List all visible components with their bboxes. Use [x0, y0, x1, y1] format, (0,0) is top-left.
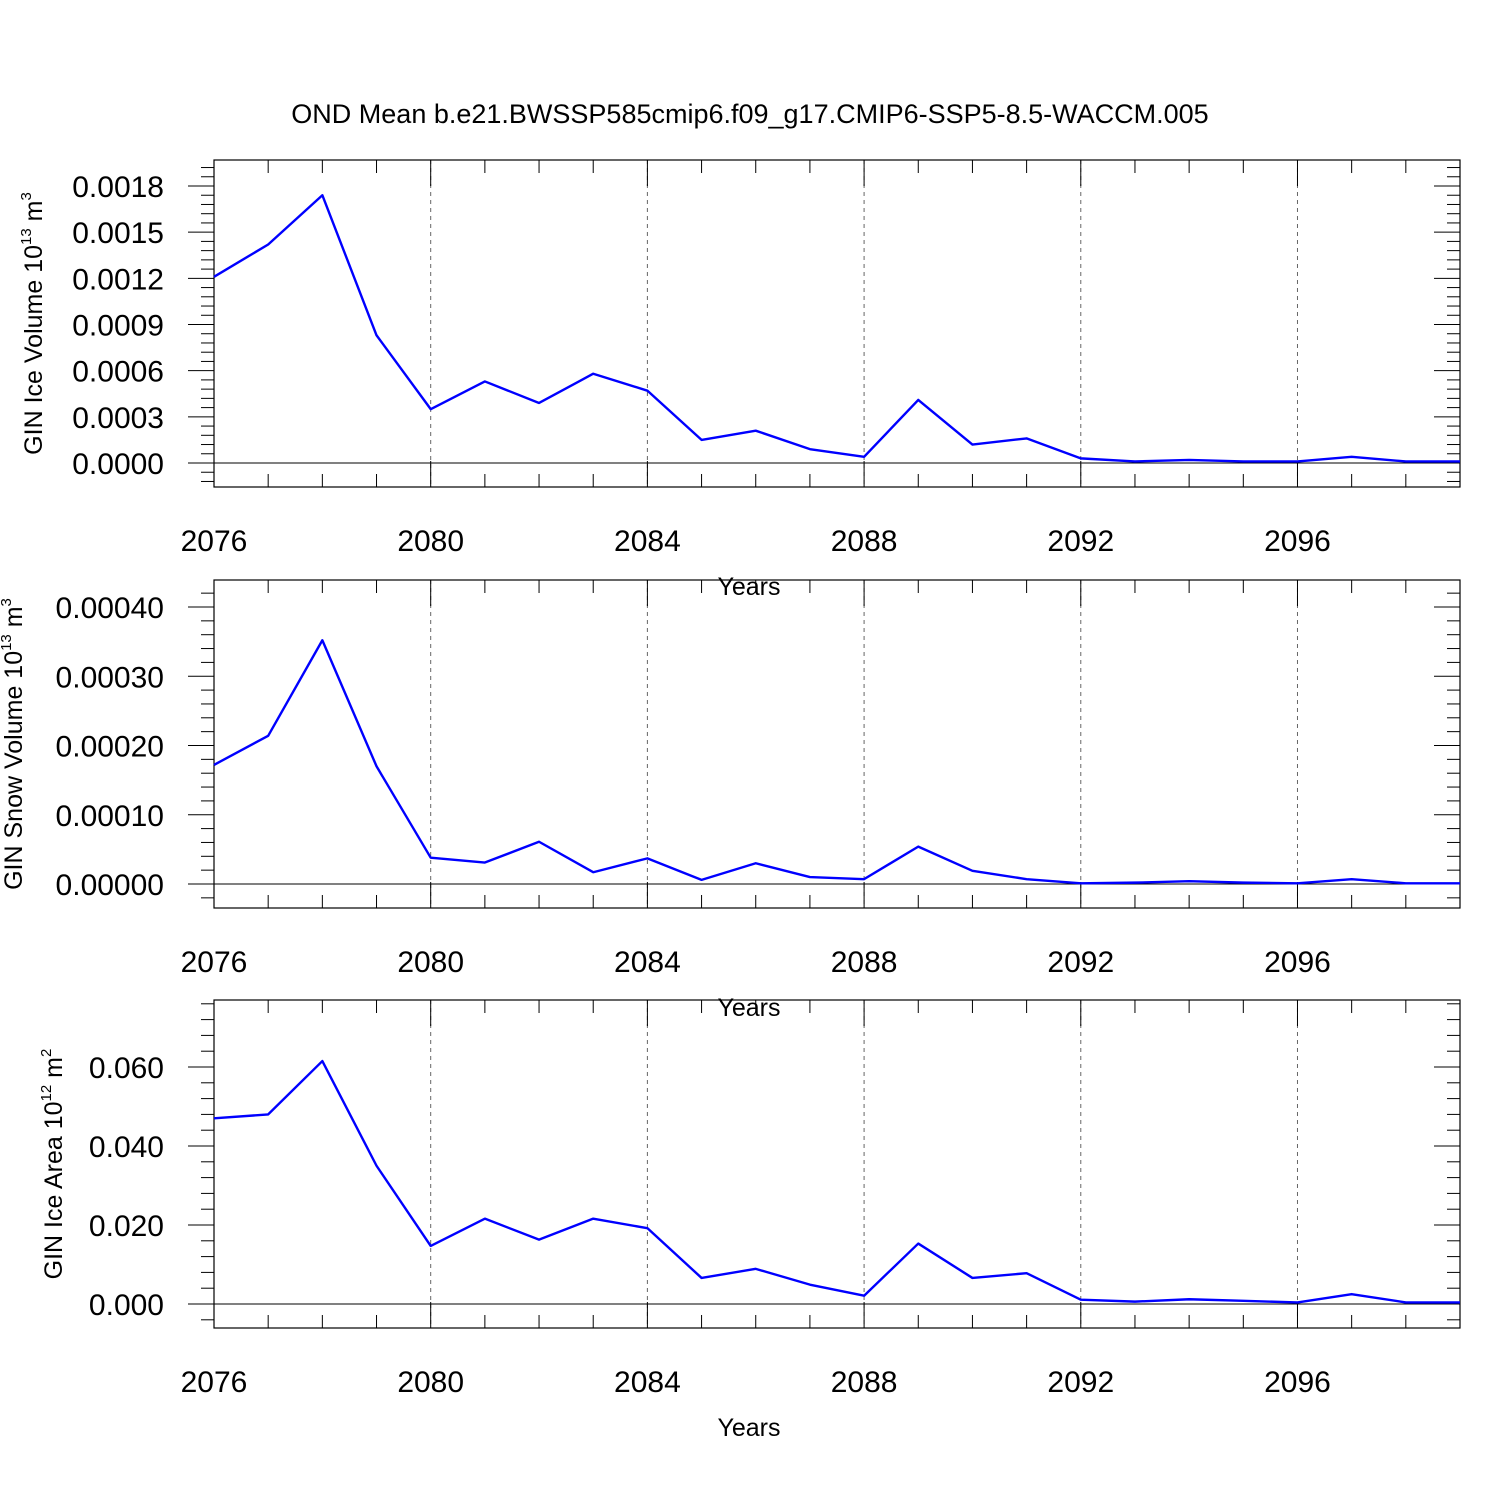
series-line — [213, 1059, 1460, 1304]
y-tick-label: 0.0006 — [72, 356, 164, 389]
x-tick-label: 2088 — [831, 1366, 898, 1399]
panel-3: 2076 2080 2084 2088 2092 2096 Years 0.000 0.020 0… — [38, 999, 1461, 1442]
chart-title: OND Mean b.e21.BWSSP585cmip6.f09_g17.CMI… — [291, 99, 1208, 129]
panel-2: 2076 2080 2084 2088 2092 2096 Years 0.00000 0.00… — [0, 579, 1461, 1022]
x-tick-label: 2084 — [614, 1366, 681, 1399]
y-tick-label: 0.040 — [89, 1131, 164, 1164]
x-tick-label: 2096 — [1264, 946, 1331, 979]
x-tick-label: 2080 — [397, 1366, 464, 1399]
x-axis-label: Years — [717, 1414, 780, 1442]
y-tick-label: 0.00040 — [56, 592, 164, 625]
series-line — [213, 639, 1460, 885]
y-tick-label: 0.0012 — [72, 263, 164, 296]
x-tick-label: 2080 — [397, 525, 464, 558]
plot-frame — [213, 579, 1461, 909]
x-tick-label: 2096 — [1264, 1366, 1331, 1399]
y-axis-label: GIN Ice Volume 1013 m3 — [18, 192, 48, 455]
x-axis-label: Years — [717, 573, 780, 601]
x-tick-label: 2084 — [614, 525, 681, 558]
y-tick-label: 0.060 — [89, 1052, 164, 1085]
x-tick-label: 2084 — [614, 946, 681, 979]
x-tick-label: 2076 — [181, 525, 248, 558]
y-tick-label: 0.00030 — [56, 661, 164, 694]
y-tick-label: 0.0000 — [72, 448, 164, 481]
y-tick-label: 0.0009 — [72, 310, 164, 343]
x-tick-label: 2096 — [1264, 525, 1331, 558]
series-line — [213, 194, 1460, 463]
y-tick-label: 0.0015 — [72, 217, 164, 250]
x-tick-label: 2092 — [1047, 1366, 1114, 1399]
y-tick-label: 0.00000 — [56, 869, 164, 902]
y-tick-label: 0.0018 — [72, 171, 164, 204]
chart-panels: 2076 2080 2084 2088 2092 2096 Years 0.0000 0.000… — [0, 159, 1461, 1442]
y-tick-label: 0.00010 — [56, 800, 164, 833]
y-tick-label: 0.0003 — [72, 402, 164, 435]
plot-frame — [213, 159, 1461, 488]
x-tick-label: 2076 — [181, 1366, 248, 1399]
x-tick-label: 2080 — [397, 946, 464, 979]
x-tick-label: 2092 — [1047, 525, 1114, 558]
x-tick-label: 2088 — [831, 525, 898, 558]
x-tick-label: 2088 — [831, 946, 898, 979]
x-tick-label: 2092 — [1047, 946, 1114, 979]
y-tick-label: 0.020 — [89, 1210, 164, 1243]
x-tick-label: 2076 — [181, 946, 248, 979]
panel-1: 2076 2080 2084 2088 2092 2096 Years 0.0000 0.000… — [18, 159, 1461, 601]
y-axis-label: GIN Snow Volume 1013 m3 — [0, 598, 28, 890]
y-axis-label: GIN Ice Area 1012 m2 — [38, 1049, 68, 1280]
y-tick-label: 0.00020 — [56, 731, 164, 764]
x-axis-label: Years — [717, 994, 780, 1022]
y-tick-label: 0.000 — [89, 1289, 164, 1322]
plot-frame — [213, 999, 1461, 1329]
